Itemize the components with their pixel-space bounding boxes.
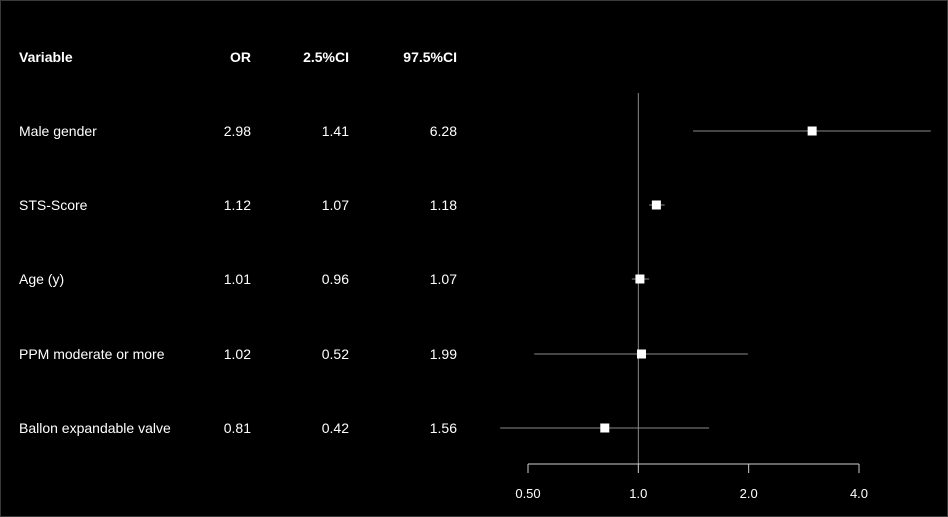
or-point-age-y (635, 274, 645, 284)
or-point-male-gender (807, 126, 817, 136)
header-or: OR (230, 49, 251, 65)
x-axis-tick-label-1-0: 1.0 (629, 486, 647, 501)
or-point-sts-score (651, 200, 661, 210)
ci-lower-value-balloon-expandable-valve: 0.42 (321, 420, 349, 436)
ci-lower-value-sts-score: 1.07 (321, 197, 349, 213)
ci-upper-value-sts-score: 1.18 (429, 197, 457, 213)
ci-upper-value-ppm-moderate-or-more: 1.99 (429, 346, 457, 362)
header-ci-upper: 97.5%CI (403, 49, 457, 65)
variable-label-balloon-expandable-valve: Ballon expandable valve (19, 420, 171, 436)
ci-upper-value-male-gender: 6.28 (429, 123, 457, 139)
header-ci-lower: 2.5%CI (303, 49, 349, 65)
ci-upper-value-age: 1.07 (429, 271, 457, 287)
or-value-ppm-moderate-or-more: 1.02 (223, 346, 251, 362)
variable-label-ppm-moderate-or-more: PPM moderate or more (19, 346, 165, 362)
or-value-balloon-expandable-valve: 0.81 (223, 420, 251, 436)
variable-label-sts-score: STS-Score (19, 197, 88, 213)
or-value-male-gender: 2.98 (223, 123, 251, 139)
ci-lower-value-ppm-moderate-or-more: 0.52 (321, 346, 349, 362)
or-point-ppm-moderate-or-more (636, 349, 646, 359)
or-value-sts-score: 1.12 (223, 197, 251, 213)
or-value-age: 1.01 (223, 271, 251, 287)
x-axis-tick-label-0-50: 0.50 (515, 486, 540, 501)
variable-label-male-gender: Male gender (19, 123, 97, 139)
header-variable: Variable (19, 49, 73, 65)
x-axis-tick-label-4-0: 4.0 (850, 486, 868, 501)
x-axis-tick-label-2-0: 2.0 (740, 486, 758, 501)
variable-label-age: Age (y) (19, 271, 65, 287)
or-point-ballon-expandable-valve (600, 423, 610, 433)
ci-upper-value-balloon-expandable-valve: 1.56 (429, 420, 457, 436)
ci-lower-value-age: 0.96 (321, 271, 349, 287)
ci-lower-value-male-gender: 1.41 (321, 123, 349, 139)
